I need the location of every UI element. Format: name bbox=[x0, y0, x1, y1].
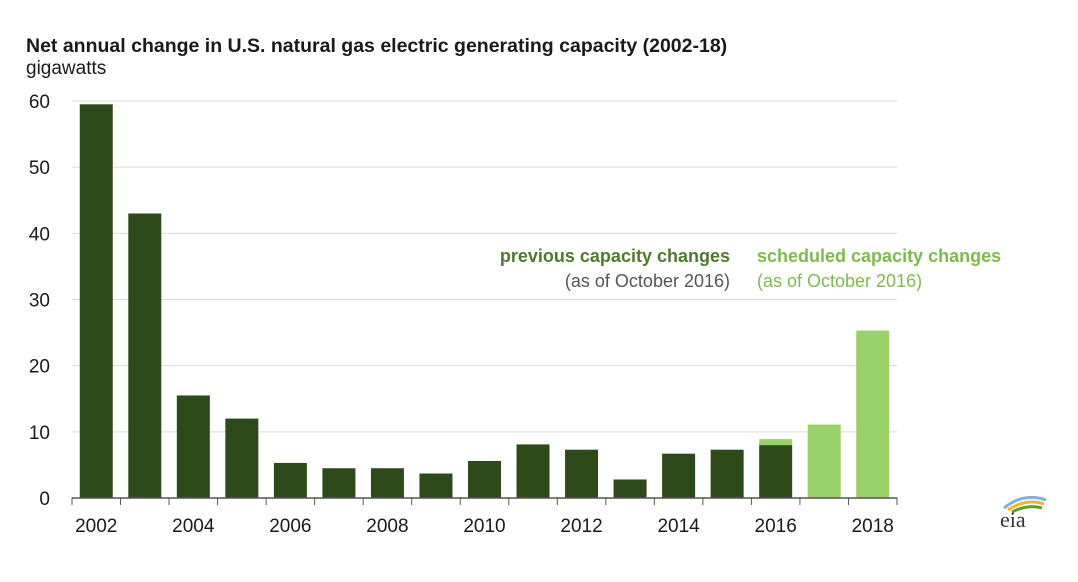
bar-2009-previous bbox=[419, 473, 453, 498]
x-tick-label: 2008 bbox=[366, 516, 408, 537]
bar-2015-previous bbox=[710, 449, 744, 498]
bar-2007-previous bbox=[322, 468, 356, 498]
chart-title: Net annual change in U.S. natural gas el… bbox=[26, 35, 728, 57]
y-tick-label: 20 bbox=[29, 357, 50, 378]
annotation-previous-sub: (as of October 2016) bbox=[565, 271, 730, 291]
bars bbox=[79, 104, 890, 499]
annotation-previous-label: previous capacity changes bbox=[500, 246, 730, 266]
annotations: previous capacity changes (as of October… bbox=[500, 246, 1001, 291]
x-axis: 2002 2004 2006 2008 2010 2012 2014 2016 2018 bbox=[71, 497, 898, 537]
annotation-scheduled-sub: (as of October 2016) bbox=[757, 271, 922, 291]
x-tick-label: 2010 bbox=[463, 516, 505, 537]
x-tick-label: 2018 bbox=[852, 516, 894, 537]
bar-2016-previous bbox=[759, 445, 793, 498]
bar-2012-previous bbox=[565, 449, 599, 498]
x-tick-label: 2006 bbox=[269, 516, 311, 537]
y-tick-label: 40 bbox=[29, 224, 50, 245]
y-tick-label: 60 bbox=[29, 92, 50, 113]
x-tick-label: 2014 bbox=[657, 516, 700, 537]
y-tick-label: 0 bbox=[39, 489, 50, 510]
x-tick-label: 2002 bbox=[75, 516, 117, 537]
gridlines bbox=[72, 100, 897, 433]
bar-2016-scheduled bbox=[759, 439, 793, 446]
bar-2011-previous bbox=[516, 444, 550, 498]
bar-2010-previous bbox=[468, 460, 501, 498]
eia-logo: eia bbox=[996, 490, 1054, 532]
eia-logo-text: eia bbox=[1000, 507, 1026, 530]
bar-2005-previous bbox=[225, 418, 259, 498]
bar-2002-previous bbox=[79, 104, 113, 498]
y-tick-label: 50 bbox=[29, 158, 50, 179]
y-tick-label: 30 bbox=[29, 291, 50, 312]
bar-2003-previous bbox=[128, 213, 162, 499]
bar-2006-previous bbox=[273, 462, 307, 498]
y-axis-ticks: 0 10 20 30 40 50 60 bbox=[29, 92, 50, 510]
bar-2013-previous bbox=[613, 479, 647, 498]
annotation-scheduled-label: scheduled capacity changes bbox=[757, 246, 1001, 266]
x-tick-label: 2016 bbox=[755, 516, 797, 537]
y-axis-unit-label: gigawatts bbox=[26, 58, 107, 79]
bar-2017-scheduled bbox=[807, 424, 841, 498]
x-tick-label: 2004 bbox=[172, 516, 215, 537]
bar-2004-previous bbox=[176, 395, 210, 498]
bar-2014-previous bbox=[662, 453, 696, 498]
bar-2008-previous bbox=[370, 468, 404, 498]
x-tick-label: 2012 bbox=[560, 516, 602, 537]
y-tick-label: 10 bbox=[29, 423, 50, 444]
bar-2018-scheduled bbox=[856, 330, 890, 498]
